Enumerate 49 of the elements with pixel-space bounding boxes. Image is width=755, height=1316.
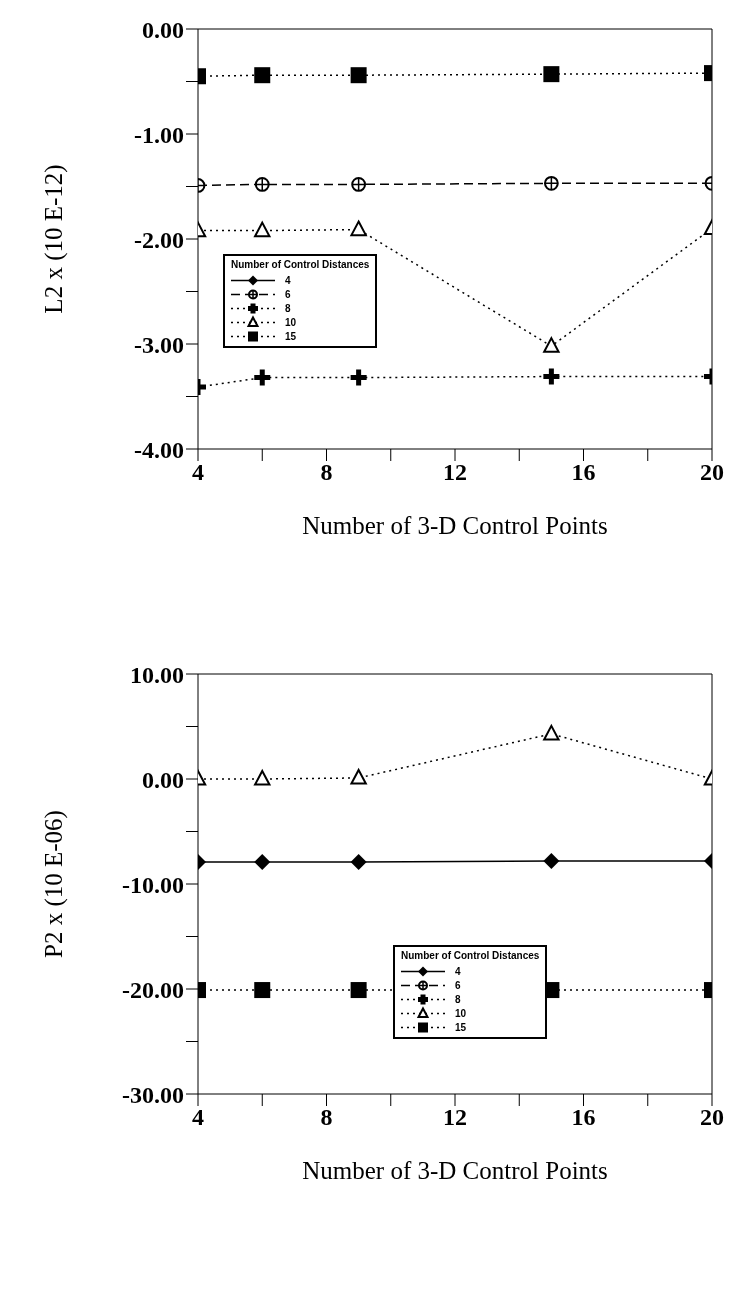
legend-label: 8 [285, 302, 291, 314]
legend-label: 10 [285, 316, 297, 328]
x-tick-label: 4 [192, 459, 204, 486]
legend-label: 6 [455, 979, 461, 991]
point [350, 220, 367, 237]
legend-title: Number of Control Distances [231, 259, 370, 270]
x-tick-label: 8 [320, 459, 333, 486]
y-tick-label: -20.00 [122, 976, 184, 1003]
point [350, 768, 367, 785]
point [254, 982, 271, 999]
point [350, 982, 367, 999]
x-tick-label: 12 [443, 1104, 467, 1131]
y-axis-title: P2 x (10 E-06) [39, 810, 68, 958]
y-tick-label: 0.00 [142, 766, 184, 793]
x-tick-label: 12 [443, 459, 467, 486]
point [350, 67, 367, 84]
x-tick-label: 8 [320, 1104, 333, 1131]
point [251, 367, 273, 389]
x-tick-label: 16 [571, 459, 596, 486]
legend-label: 4 [285, 274, 291, 286]
legend-label: 4 [455, 965, 461, 977]
y-tick-label: -30.00 [122, 1081, 184, 1108]
x-tick-label: 4 [192, 1104, 204, 1131]
y-tick-label: 0.00 [142, 16, 184, 43]
y-tick-label: 10.00 [130, 661, 184, 688]
legend-label: 15 [455, 1021, 467, 1033]
point [540, 366, 562, 388]
y-tick-label: -4.00 [134, 436, 184, 463]
point [254, 67, 271, 84]
point [254, 853, 271, 870]
y-tick-label: -2.00 [134, 226, 184, 253]
y-axis-title: L2 x (10 E-12) [39, 164, 68, 314]
x-axis-title: Number of 3-D Control Points [302, 1157, 608, 1184]
x-tick-label: 16 [571, 1104, 596, 1131]
x-tick-label: 20 [700, 459, 724, 486]
legend-title: Number of Control Distances [401, 950, 540, 961]
legend-label: 10 [455, 1007, 467, 1019]
x-axis-title: Number of 3-D Control Points [302, 512, 608, 539]
y-tick-label: -3.00 [134, 331, 184, 358]
point [254, 221, 271, 238]
point [350, 853, 367, 870]
y-tick-label: -1.00 [134, 121, 184, 148]
y-tick-label: -10.00 [122, 871, 184, 898]
legend-label: 8 [455, 993, 461, 1005]
point [254, 770, 271, 786]
x-tick-label: 20 [700, 1104, 724, 1131]
legend-label: 15 [285, 330, 297, 342]
point [348, 367, 370, 389]
legend-label: 6 [285, 288, 291, 300]
